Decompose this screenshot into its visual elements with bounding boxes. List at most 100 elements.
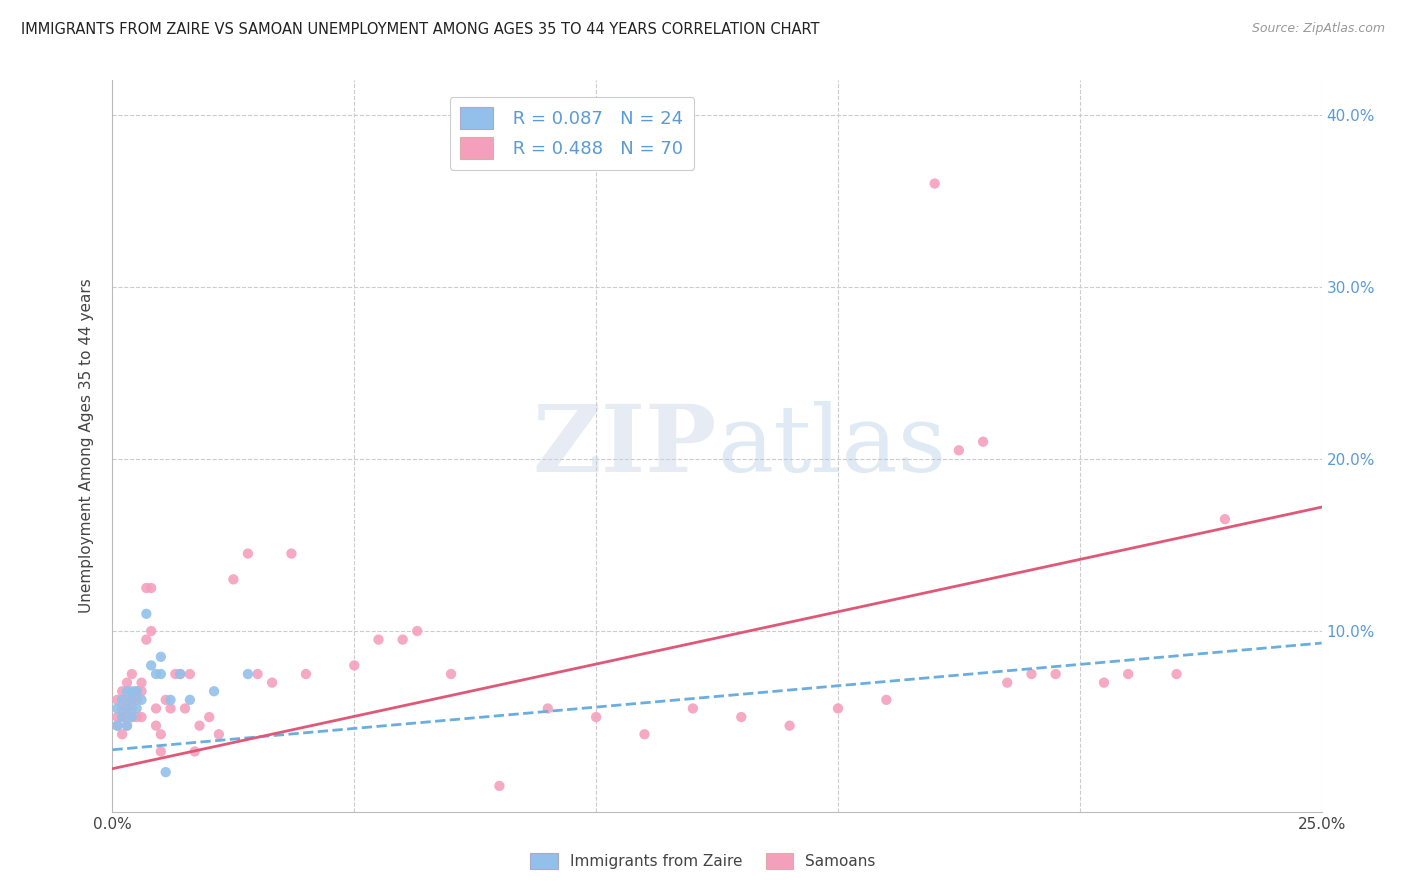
Point [111, 710, 134, 724]
Point [236, 667, 259, 681]
Y-axis label: Unemployment Among Ages 35 to 44 years: Unemployment Among Ages 35 to 44 years [79, 278, 94, 614]
Point [179, 667, 201, 681]
Point [135, 607, 157, 621]
Point [125, 684, 148, 698]
Point [198, 710, 221, 724]
Point [105, 693, 128, 707]
Point [135, 632, 157, 647]
Point [115, 719, 138, 733]
Point [105, 701, 128, 715]
Point [155, 693, 177, 707]
Point [115, 693, 138, 707]
Point [1092, 675, 1115, 690]
Point [111, 701, 134, 715]
Point [188, 719, 211, 733]
Point [149, 667, 172, 681]
Point [1021, 667, 1043, 681]
Point [246, 667, 269, 681]
Point [165, 667, 187, 681]
Text: ZIP: ZIP [533, 401, 717, 491]
Text: atlas: atlas [717, 401, 946, 491]
Legend: Immigrants from Zaire, Samoans: Immigrants from Zaire, Samoans [524, 847, 882, 875]
Point [131, 675, 153, 690]
Point [115, 684, 138, 698]
Point [169, 667, 191, 681]
Point [208, 727, 231, 741]
Point [1213, 512, 1236, 526]
Point [111, 727, 134, 741]
Point [125, 693, 148, 707]
Point [159, 693, 181, 707]
Point [105, 719, 128, 733]
Point [222, 573, 245, 587]
Point [121, 710, 143, 724]
Point [149, 649, 172, 664]
Point [488, 779, 510, 793]
Point [295, 667, 318, 681]
Point [633, 727, 655, 741]
Point [131, 693, 153, 707]
Point [105, 710, 128, 724]
Point [875, 693, 897, 707]
Point [135, 581, 157, 595]
Point [121, 693, 143, 707]
Point [174, 701, 197, 715]
Point [730, 710, 752, 724]
Point [155, 765, 177, 780]
Point [121, 684, 143, 698]
Point [948, 443, 970, 458]
Point [141, 624, 163, 638]
Point [183, 744, 205, 758]
Point [149, 727, 172, 741]
Point [280, 547, 302, 561]
Point [406, 624, 429, 638]
Point [262, 675, 284, 690]
Point [236, 547, 259, 561]
Point [125, 701, 148, 715]
Point [343, 658, 366, 673]
Point [121, 667, 143, 681]
Point [131, 710, 153, 724]
Point [115, 710, 138, 724]
Point [440, 667, 463, 681]
Point [111, 710, 134, 724]
Point [115, 719, 138, 733]
Point [145, 667, 167, 681]
Point [924, 177, 946, 191]
Point [115, 701, 138, 715]
Point [149, 744, 172, 758]
Point [995, 675, 1018, 690]
Text: Source: ZipAtlas.com: Source: ZipAtlas.com [1251, 22, 1385, 36]
Point [145, 719, 167, 733]
Point [121, 693, 143, 707]
Point [159, 701, 181, 715]
Point [1116, 667, 1139, 681]
Point [125, 710, 148, 724]
Point [179, 693, 201, 707]
Point [125, 684, 148, 698]
Point [827, 701, 849, 715]
Text: IMMIGRANTS FROM ZAIRE VS SAMOAN UNEMPLOYMENT AMONG AGES 35 TO 44 YEARS CORRELATI: IMMIGRANTS FROM ZAIRE VS SAMOAN UNEMPLOY… [21, 22, 820, 37]
Point [682, 701, 704, 715]
Point [141, 581, 163, 595]
Point [131, 684, 153, 698]
Point [391, 632, 413, 647]
Point [972, 434, 994, 449]
Point [111, 693, 134, 707]
Point [141, 658, 163, 673]
Point [121, 701, 143, 715]
Point [115, 675, 138, 690]
Point [115, 701, 138, 715]
Point [367, 632, 389, 647]
Point [1045, 667, 1067, 681]
Point [169, 667, 191, 681]
Point [202, 684, 225, 698]
Point [1166, 667, 1188, 681]
Point [779, 719, 801, 733]
Point [537, 701, 560, 715]
Point [585, 710, 607, 724]
Legend:  R = 0.087   N = 24,  R = 0.488   N = 70: R = 0.087 N = 24, R = 0.488 N = 70 [450, 96, 695, 169]
Point [145, 701, 167, 715]
Point [105, 719, 128, 733]
Point [111, 684, 134, 698]
